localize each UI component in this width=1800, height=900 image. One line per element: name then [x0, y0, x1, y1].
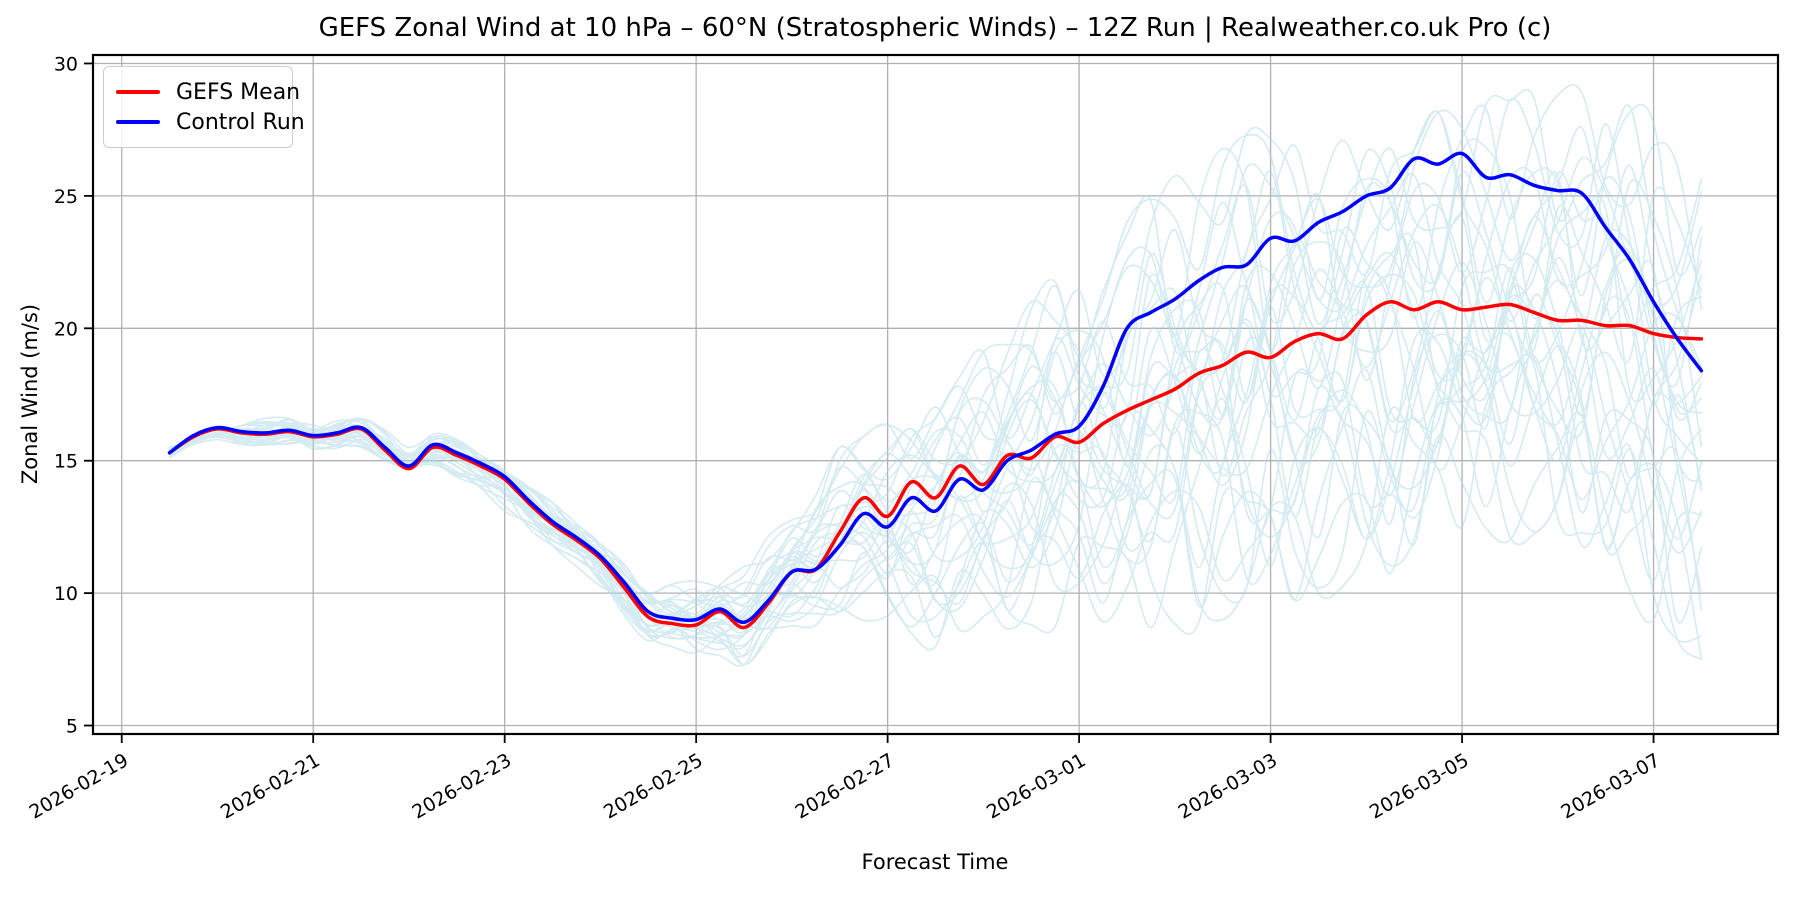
legend-label-control-run: Control Run — [176, 109, 305, 135]
x-tick-label: 2026-02-27 — [792, 749, 899, 823]
x-tick-label: 2026-03-01 — [983, 749, 1090, 823]
ensemble-member-line — [168, 109, 1703, 619]
x-tick-label: 2026-02-21 — [217, 749, 324, 823]
y-tick-label: 30 — [54, 53, 78, 75]
x-tick-label: 2026-02-25 — [600, 749, 707, 823]
y-tick-label: 20 — [54, 318, 78, 340]
axes-border — [91, 53, 1780, 736]
ensemble-member-line — [168, 226, 1703, 631]
ensemble-member-line — [168, 171, 1703, 621]
legend: GEFS Mean Control Run — [103, 66, 305, 148]
x-tick-label: 2026-03-03 — [1174, 749, 1281, 823]
ensemble-member-line — [168, 103, 1703, 614]
legend-item-gefs-mean: GEFS Mean — [116, 77, 300, 107]
control-run-line-swatch — [116, 120, 160, 124]
y-tick-label: 25 — [54, 186, 78, 208]
gefs-mean-line-swatch — [116, 90, 160, 94]
ensemble-member-line — [168, 394, 1703, 654]
ensemble-member-lines — [168, 84, 1703, 667]
control-run-line — [167, 151, 1704, 625]
x-axis-label: Forecast Time — [861, 850, 1009, 874]
ensemble-member-line — [168, 354, 1703, 658]
ensemble-member-line — [168, 89, 1703, 615]
y-tick-label: 15 — [54, 451, 78, 473]
legend-item-control-run: Control Run — [116, 107, 305, 137]
grid-lines — [93, 55, 1778, 734]
x-tick-label: 2026-03-05 — [1366, 749, 1473, 823]
legend-label-gefs-mean: GEFS Mean — [176, 79, 301, 105]
ensemble-member-line — [168, 148, 1703, 621]
x-tick-label: 2026-03-07 — [1557, 749, 1664, 823]
ensemble-member-line — [168, 138, 1703, 616]
y-tick-label: 5 — [66, 716, 78, 738]
y-tick-label: 10 — [54, 583, 78, 605]
x-tick-label: 2026-02-19 — [26, 749, 133, 823]
tick-marks — [84, 62, 1655, 743]
x-tick-label: 2026-02-23 — [409, 749, 516, 823]
ensemble-member-line — [168, 97, 1703, 618]
ensemble-member-line — [168, 354, 1703, 666]
gefs-mean-line — [167, 300, 1704, 630]
chart-title: GEFS Zonal Wind at 10 hPa – 60°N (Strato… — [318, 13, 1552, 43]
ensemble-member-line — [168, 351, 1703, 640]
ensemble-member-line — [168, 232, 1703, 625]
y-axis-label: Zonal Wind (m/s) — [18, 303, 42, 485]
